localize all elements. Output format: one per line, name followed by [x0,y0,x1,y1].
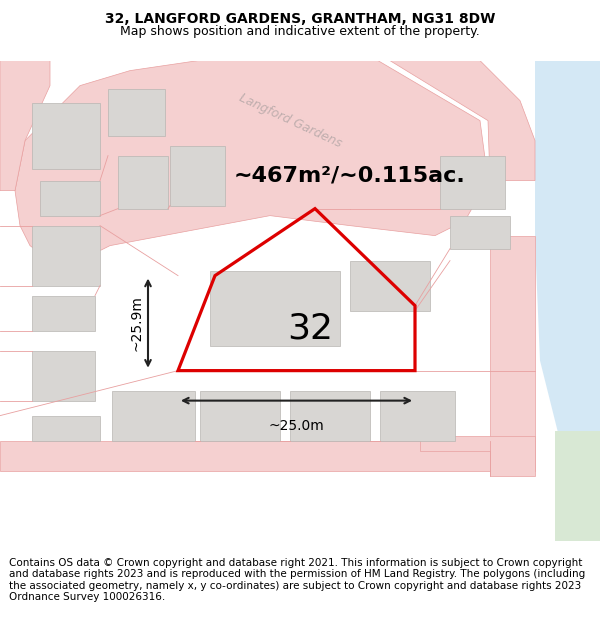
Polygon shape [555,431,600,541]
Text: Langford Gardens: Langford Gardens [236,91,343,150]
Text: 32, LANGFORD GARDENS, GRANTHAM, NG31 8DW: 32, LANGFORD GARDENS, GRANTHAM, NG31 8DW [105,12,495,26]
Text: ~25.0m: ~25.0m [269,419,325,432]
Text: 32: 32 [287,312,333,346]
Polygon shape [440,156,505,209]
Polygon shape [32,416,100,441]
Polygon shape [200,391,280,441]
Polygon shape [15,61,488,261]
Polygon shape [40,181,100,216]
Polygon shape [350,261,430,311]
Text: ~25.9m: ~25.9m [129,295,143,351]
Polygon shape [450,216,510,249]
Polygon shape [32,102,100,169]
Text: ~467m²/~0.115ac.: ~467m²/~0.115ac. [234,166,466,186]
Polygon shape [0,441,535,471]
Polygon shape [210,271,340,346]
Polygon shape [0,61,50,191]
Polygon shape [380,391,455,441]
Polygon shape [420,436,535,476]
Polygon shape [32,226,100,286]
Text: Map shows position and indicative extent of the property.: Map shows position and indicative extent… [120,24,480,38]
Polygon shape [290,391,370,441]
Polygon shape [108,89,165,136]
Polygon shape [390,61,535,181]
Polygon shape [118,156,168,209]
Polygon shape [490,236,535,441]
Polygon shape [170,146,225,206]
Polygon shape [32,296,95,331]
Polygon shape [535,61,600,441]
Polygon shape [112,391,195,441]
Text: Contains OS data © Crown copyright and database right 2021. This information is : Contains OS data © Crown copyright and d… [9,558,585,602]
Polygon shape [32,351,95,401]
